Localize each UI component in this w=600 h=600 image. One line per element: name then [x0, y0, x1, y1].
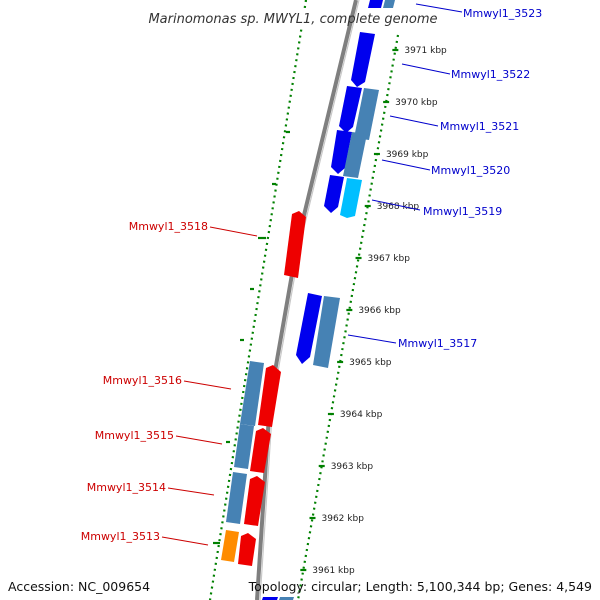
gene-label-forward[interactable]: Mmwyl1_3517	[398, 337, 477, 350]
gene-label-reverse[interactable]: Mmwyl1_3518	[129, 220, 208, 233]
cds-feature[interactable]	[238, 533, 256, 566]
kbp-label: 3968 kbp	[377, 202, 420, 212]
cds-feature[interactable]	[234, 424, 254, 469]
kbp-label: 3966 kbp	[358, 306, 401, 316]
cds-feature[interactable]	[250, 428, 271, 473]
map-title: Marinomonas sp. MWYL1, complete genome	[148, 12, 437, 27]
kbp-label: 3970 kbp	[395, 98, 438, 108]
gene-label-forward[interactable]: Mmwyl1_3520	[431, 164, 510, 177]
forward-leader-lines	[347, 3, 463, 344]
gene-label-forward[interactable]: Mmwyl1_3521	[440, 120, 519, 133]
cds-feature[interactable]	[279, 597, 294, 600]
gene-label-reverse[interactable]: Mmwyl1_3514	[87, 481, 166, 494]
kbp-label: 3971 kbp	[404, 46, 447, 56]
genome-backbone	[255, 0, 358, 600]
topology-text: Topology: circular; Length: 5,100,344 bp…	[248, 579, 592, 594]
gene-label-forward[interactable]: Mmwyl1_3519	[423, 205, 502, 218]
reverse-leader-lines	[161, 226, 258, 546]
title-background	[140, 8, 450, 28]
cds-feature[interactable]	[340, 178, 362, 218]
gene-label-forward[interactable]: Mmwyl1_3523	[463, 7, 542, 20]
cds-feature[interactable]	[313, 296, 340, 368]
cds-feature[interactable]	[343, 132, 367, 178]
cds-feature[interactable]	[244, 476, 265, 526]
cds-feature[interactable]	[354, 88, 379, 140]
kbp-tick-marks	[300, 48, 399, 572]
gene-label-reverse[interactable]: Mmwyl1_3516	[103, 374, 182, 387]
gene-label-forward[interactable]: Mmwyl1_3522	[451, 68, 530, 81]
cds-feature[interactable]	[262, 597, 278, 600]
cds-feature[interactable]	[331, 130, 352, 174]
cds-feature[interactable]	[351, 32, 375, 87]
kbp-label: 3963 kbp	[331, 462, 374, 472]
kbp-label: 3965 kbp	[349, 358, 392, 368]
cds-feature[interactable]	[258, 365, 281, 427]
accession-text: Accession: NC_009654	[8, 579, 151, 594]
inner-ring-ticks	[213, 130, 290, 545]
cds-feature[interactable]	[221, 530, 239, 562]
gene-label-reverse[interactable]: Mmwyl1_3515	[95, 429, 174, 442]
cds-feature[interactable]	[339, 86, 362, 133]
forward-features	[262, 0, 395, 600]
cds-feature[interactable]	[296, 293, 322, 364]
kbp-labels: 3971 kbp 3970 kbp 3969 kbp 3968 kbp 3967 kbp…	[312, 46, 447, 576]
cds-feature[interactable]	[324, 175, 344, 213]
kbp-label: 3964 kbp	[340, 410, 383, 420]
genome-backbone-highlight	[259, 0, 360, 600]
kbp-label: 3967 kbp	[368, 254, 411, 264]
kbp-label: 3969 kbp	[386, 150, 429, 160]
reverse-features	[221, 211, 306, 566]
kbp-label: 3962 kbp	[322, 514, 365, 524]
cds-feature[interactable]	[240, 361, 264, 426]
cds-feature[interactable]	[284, 211, 306, 278]
kbp-label: 3961 kbp	[312, 566, 355, 576]
cds-feature[interactable]	[368, 0, 383, 8]
cds-feature[interactable]	[226, 472, 247, 524]
gene-label-reverse[interactable]: Mmwyl1_3513	[81, 530, 160, 543]
cds-feature[interactable]	[383, 0, 395, 8]
